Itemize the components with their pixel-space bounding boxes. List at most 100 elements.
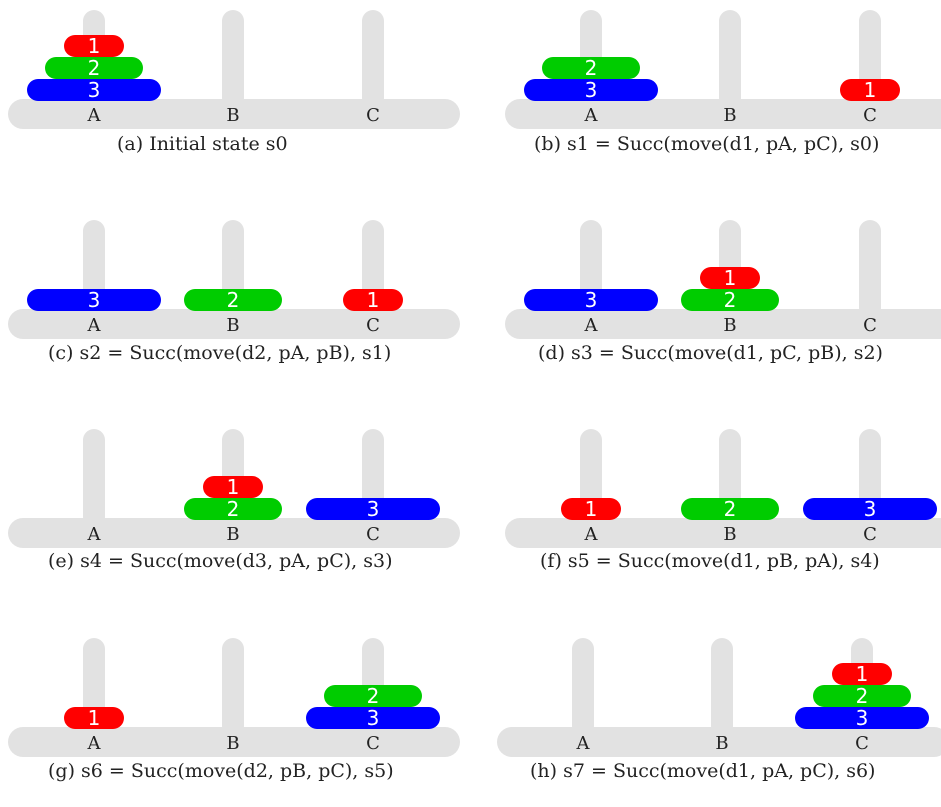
peg-label-C: C <box>366 733 380 754</box>
peg-label-C: C <box>863 105 877 126</box>
panel-b: A B C 32 1 <box>505 10 941 129</box>
disk-3: 3 <box>27 288 161 312</box>
disk-label-3: 3 <box>88 78 101 102</box>
peg-label-A: A <box>87 524 102 545</box>
disk-2: 2 <box>813 684 911 708</box>
peg-label-A: A <box>87 733 102 754</box>
peg-label-A: A <box>584 315 599 336</box>
peg-label-C: C <box>863 315 877 336</box>
peg-B <box>222 10 244 109</box>
disk-label-2: 2 <box>367 684 380 708</box>
disk-3: 3 <box>524 288 658 312</box>
caption-e: (e) s4 = Succ(move(d3, pA, pC), s3) <box>48 550 393 572</box>
disk-1: 1 <box>840 78 900 102</box>
peg-label-B: B <box>715 733 728 754</box>
peg-C <box>362 10 384 109</box>
disk-label-3: 3 <box>864 497 877 521</box>
disk-label-1: 1 <box>864 78 877 102</box>
peg-A <box>83 429 105 528</box>
disk-label-1: 1 <box>585 497 598 521</box>
base <box>8 727 460 757</box>
peg-B <box>719 10 741 109</box>
disk-label-2: 2 <box>724 288 737 312</box>
peg-label-A: A <box>584 105 599 126</box>
panel-e: A B C 21 3 <box>8 429 460 548</box>
peg-label-B: B <box>226 315 239 336</box>
peg-label-B: B <box>226 733 239 754</box>
peg-C <box>859 220 881 319</box>
base <box>505 99 941 129</box>
disk-label-1: 1 <box>88 34 101 58</box>
peg-label-C: C <box>366 105 380 126</box>
disk-label-2: 2 <box>585 56 598 80</box>
disk-label-1: 1 <box>856 662 869 686</box>
peg-label-B: B <box>226 524 239 545</box>
disk-label-2: 2 <box>227 497 240 521</box>
disk-label-3: 3 <box>367 706 380 730</box>
disk-3: 3 <box>524 78 658 102</box>
peg-label-A: A <box>576 733 591 754</box>
base <box>505 309 941 339</box>
disk-label-2: 2 <box>88 56 101 80</box>
peg-label-B: B <box>723 524 736 545</box>
panel-a: A B C 321 <box>8 10 460 129</box>
disk-3: 3 <box>306 497 440 521</box>
disk-2: 2 <box>324 684 422 708</box>
disk-2: 2 <box>45 56 143 80</box>
caption-d: (d) s3 = Succ(move(d1, pC, pB), s2) <box>538 342 883 364</box>
base <box>8 518 460 548</box>
caption-h: (h) s7 = Succ(move(d1, pA, pC), s6) <box>530 760 876 782</box>
disk-2: 2 <box>542 56 640 80</box>
peg-label-B: B <box>723 315 736 336</box>
disk-1: 1 <box>64 706 124 730</box>
base <box>8 309 460 339</box>
peg-label-A: A <box>87 315 102 336</box>
disk-3: 3 <box>27 78 161 102</box>
base <box>8 99 460 129</box>
disk-1: 1 <box>700 266 760 290</box>
disk-2: 2 <box>681 288 779 312</box>
caption-a: (a) Initial state s0 <box>117 133 288 155</box>
peg-B <box>711 638 733 737</box>
peg-label-C: C <box>366 315 380 336</box>
disk-3: 3 <box>795 706 929 730</box>
disk-3: 3 <box>306 706 440 730</box>
peg-label-B: B <box>723 105 736 126</box>
disk-1: 1 <box>561 497 621 521</box>
base <box>505 518 941 548</box>
caption-g: (g) s6 = Succ(move(d2, pB, pC), s5) <box>48 760 394 782</box>
disk-label-2: 2 <box>856 684 869 708</box>
caption-b: (b) s1 = Succ(move(d1, pA, pC), s0) <box>534 133 880 155</box>
disk-1: 1 <box>64 34 124 58</box>
panel-h: A B C 321 <box>497 638 941 757</box>
caption-c: (c) s2 = Succ(move(d2, pA, pB), s1) <box>48 342 392 364</box>
disk-label-1: 1 <box>88 706 101 730</box>
base <box>497 727 941 757</box>
disk-1: 1 <box>343 288 403 312</box>
panel-f: A B C 1 2 3 <box>505 429 941 548</box>
disk-2: 2 <box>184 288 282 312</box>
disk-label-3: 3 <box>585 288 598 312</box>
peg-label-C: C <box>366 524 380 545</box>
peg-label-A: A <box>584 524 599 545</box>
disk-label-2: 2 <box>724 497 737 521</box>
peg-label-C: C <box>855 733 869 754</box>
disk-label-3: 3 <box>856 706 869 730</box>
disk-label-2: 2 <box>227 288 240 312</box>
disk-label-3: 3 <box>367 497 380 521</box>
peg-label-B: B <box>226 105 239 126</box>
disk-2: 2 <box>184 497 282 521</box>
disk-label-1: 1 <box>367 288 380 312</box>
disk-label-3: 3 <box>88 288 101 312</box>
disk-1: 1 <box>203 475 263 499</box>
caption-f: (f) s5 = Succ(move(d1, pB, pA), s4) <box>540 550 880 572</box>
disk-label-1: 1 <box>724 266 737 290</box>
peg-A <box>572 638 594 737</box>
disk-1: 1 <box>832 662 892 686</box>
disk-label-3: 3 <box>585 78 598 102</box>
panel-c: A B C 3 2 1 <box>8 220 460 339</box>
peg-label-A: A <box>87 105 102 126</box>
panel-g: A B C 1 32 <box>8 638 460 757</box>
peg-label-C: C <box>863 524 877 545</box>
